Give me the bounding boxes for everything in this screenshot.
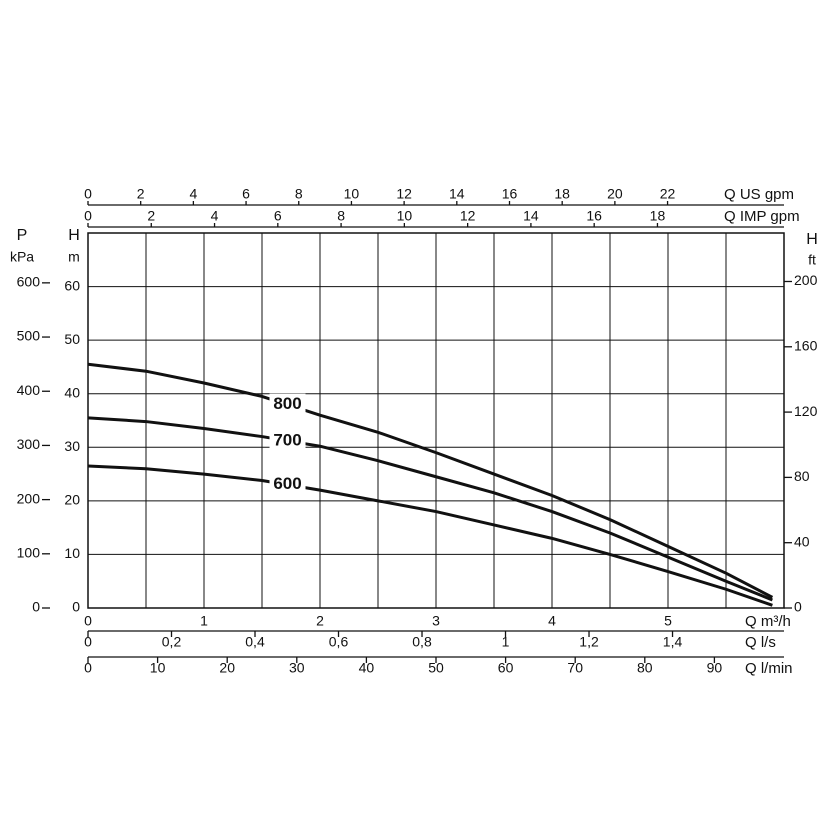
p-tick-label: 400: [17, 382, 41, 398]
top-tick-label: 4: [189, 186, 197, 202]
bottom-tick-label: 50: [428, 660, 444, 676]
ft-tick-label: 0: [794, 599, 802, 615]
bottom-tick-label: 0: [84, 634, 92, 650]
top-tick-label: 10: [397, 208, 413, 224]
top-tick-label: 2: [147, 208, 155, 224]
curve-label-bg: [269, 393, 306, 416]
bottom-tick-label: 0,2: [162, 634, 182, 650]
bottom-tick-label: 0,8: [412, 634, 432, 650]
top-tick-label: 18: [650, 208, 666, 224]
ft-axis-label: H: [806, 231, 818, 248]
top-tick-label: 12: [460, 208, 476, 224]
p-axis-unit: kPa: [10, 249, 34, 265]
top-tick-label: 18: [554, 186, 570, 202]
curve-label: 700: [273, 430, 301, 449]
bottom-tick-label: 60: [498, 660, 514, 676]
x-tick-label: 1: [200, 613, 208, 629]
bottom-tick-label: 0,6: [329, 634, 349, 650]
plot-frame: [87, 232, 785, 609]
ft-tick-label: 80: [794, 468, 810, 484]
top-tick-label: 20: [607, 186, 623, 202]
top-tick-label: 16: [586, 208, 602, 224]
p-tick-label: 300: [17, 436, 41, 452]
top-tick-label: 0: [84, 208, 92, 224]
top-tick-label: 14: [449, 186, 465, 202]
ft-tick-label: 200: [794, 272, 818, 288]
curve-label-bg: [269, 429, 306, 452]
pump-curve: [87, 362, 774, 599]
p-axis-label: P: [17, 227, 28, 244]
top-axis-label: Q IMP gpm: [724, 208, 800, 225]
y-axis-unit: m: [68, 249, 80, 265]
ft-tick-label: 120: [794, 403, 818, 419]
pump-curve: [87, 464, 773, 607]
x-tick-label: 2: [316, 613, 324, 629]
y-tick-label: 10: [64, 545, 80, 561]
x-tick-label: 4: [548, 613, 556, 629]
top-tick-label: 4: [211, 208, 219, 224]
bottom-axis-label: Q l/min: [745, 660, 793, 677]
pump-curve: [87, 416, 773, 602]
top-tick-label: 14: [523, 208, 539, 224]
bottom-tick-label: 0,4: [245, 634, 265, 650]
y-tick-label: 0: [72, 599, 80, 615]
ft-axis-unit: ft: [808, 252, 816, 268]
top-tick-label: 8: [337, 208, 345, 224]
y-tick-label: 40: [64, 384, 80, 400]
top-tick-label: 12: [396, 186, 412, 202]
bottom-tick-label: 40: [359, 660, 375, 676]
x-tick-label: 3: [432, 613, 440, 629]
p-tick-label: 100: [17, 545, 41, 561]
p-tick-label: 500: [17, 328, 41, 344]
top-axis-label: Q US gpm: [724, 186, 794, 203]
y-tick-label: 60: [64, 277, 80, 293]
x-tick-label: 5: [664, 613, 672, 629]
bottom-tick-label: 70: [567, 660, 583, 676]
bottom-tick-label: 10: [150, 660, 166, 676]
bottom-tick-label: 0: [84, 660, 92, 676]
y-axis-label: H: [68, 227, 80, 244]
y-tick-label: 30: [64, 438, 80, 454]
y-tick-label: 20: [64, 492, 80, 508]
bottom-axis-label: Q l/s: [745, 634, 776, 651]
top-tick-label: 8: [295, 186, 303, 202]
top-tick-label: 6: [242, 186, 250, 202]
y-tick-label: 50: [64, 331, 80, 347]
curve-label: 600: [273, 474, 301, 493]
curve-label: 800: [273, 394, 301, 413]
top-tick-label: 0: [84, 186, 92, 202]
x-tick-label: 0: [84, 613, 92, 629]
p-tick-label: 200: [17, 490, 41, 506]
ft-tick-label: 40: [794, 533, 810, 549]
curve-label-bg: [269, 473, 306, 496]
bottom-tick-label: 1,4: [663, 634, 683, 650]
top-tick-label: 22: [660, 186, 676, 202]
top-tick-label: 10: [344, 186, 360, 202]
bottom-tick-label: 1,2: [579, 634, 599, 650]
bottom-tick-label: 30: [289, 660, 305, 676]
top-tick-label: 16: [502, 186, 518, 202]
bottom-tick-label: 1: [502, 634, 510, 650]
ft-tick-label: 160: [794, 337, 818, 353]
top-tick-label: 6: [274, 208, 282, 224]
p-tick-label: 600: [17, 274, 41, 290]
bottom-tick-label: 20: [219, 660, 235, 676]
x-axis-label: Q m³/h: [745, 613, 791, 630]
top-tick-label: 2: [137, 186, 145, 202]
bottom-tick-label: 90: [707, 660, 723, 676]
p-tick-label: 0: [32, 599, 40, 615]
bottom-tick-label: 80: [637, 660, 653, 676]
